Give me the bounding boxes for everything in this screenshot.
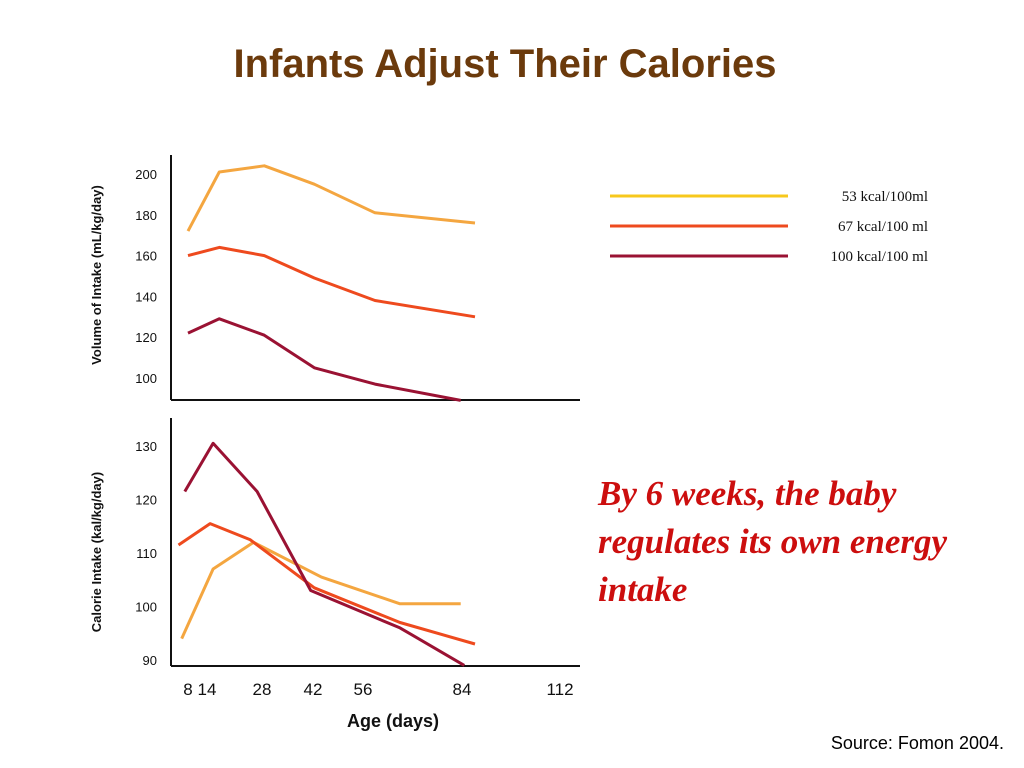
volume-y-tick-label: 160 (135, 249, 157, 264)
calorie-y-tick-label: 110 (136, 546, 157, 561)
calorie-y-ticks: 130 120 110 100 90 (135, 439, 157, 668)
legend: 53 kcal/100ml 67 kcal/100 ml 100 kcal/10… (610, 189, 928, 265)
calorie-y-tick-label: 130 (135, 439, 157, 454)
volume-y-label: Volume of Intake (mL/kg/day) (89, 185, 104, 365)
volume-y-tick-label: 100 (135, 371, 157, 386)
calorie-series (177, 441, 476, 667)
volume-series-line-67-kcal-100-ml (187, 245, 476, 319)
legend-label-53: 53 kcal/100ml (842, 189, 928, 205)
calorie-y-tick-label: 120 (135, 493, 157, 508)
volume-chart: 200 180 160 140 120 100 Volume of Intake (mL/… (89, 155, 580, 402)
calorie-series-line-67-kcal-100-ml (177, 522, 476, 646)
legend-label-67: 67 kcal/100 ml (838, 219, 928, 235)
legend-label-100: 100 kcal/100 ml (831, 249, 929, 265)
x-tick-label: 14 (198, 680, 217, 699)
calorie-y-tick-label: 100 (135, 600, 157, 615)
volume-y-ticks: 200 180 160 140 120 100 (135, 167, 157, 386)
volume-series (186, 164, 476, 402)
x-axis-label: Age (days) (347, 711, 439, 731)
slide-title: Infants Adjust Their Calories (233, 42, 777, 86)
x-tick-label: 42 (304, 680, 323, 699)
x-tick-label: 112 (546, 680, 573, 699)
x-tick-label: 8 (183, 680, 192, 699)
volume-y-tick-label: 140 (135, 289, 157, 304)
source-citation: Source: Fomon 2004. (830, 733, 1004, 753)
volume-y-tick-label: 120 (135, 330, 157, 345)
callout-text: By 6 weeks, the baby regulates its own e… (598, 474, 948, 609)
calorie-y-tick-label: 90 (143, 653, 157, 668)
volume-series-line-53-kcal-100ml (186, 164, 476, 232)
calorie-chart: 130 120 110 100 90 Calorie Intake (kal/kg/da… (89, 418, 580, 668)
calorie-series-line-53-kcal-100ml (180, 540, 461, 640)
volume-y-tick-label: 200 (135, 167, 157, 182)
x-tick-label: 84 (453, 680, 472, 699)
volume-series-line-100-kcal-100-ml (187, 317, 461, 402)
x-tick-label: 56 (354, 680, 373, 699)
calorie-y-label: Calorie Intake (kal/kg/day) (89, 472, 104, 632)
volume-y-tick-label: 180 (135, 208, 157, 223)
calorie-series-line-100-kcal-100-ml (183, 441, 466, 667)
x-tick-label: 28 (253, 680, 272, 699)
